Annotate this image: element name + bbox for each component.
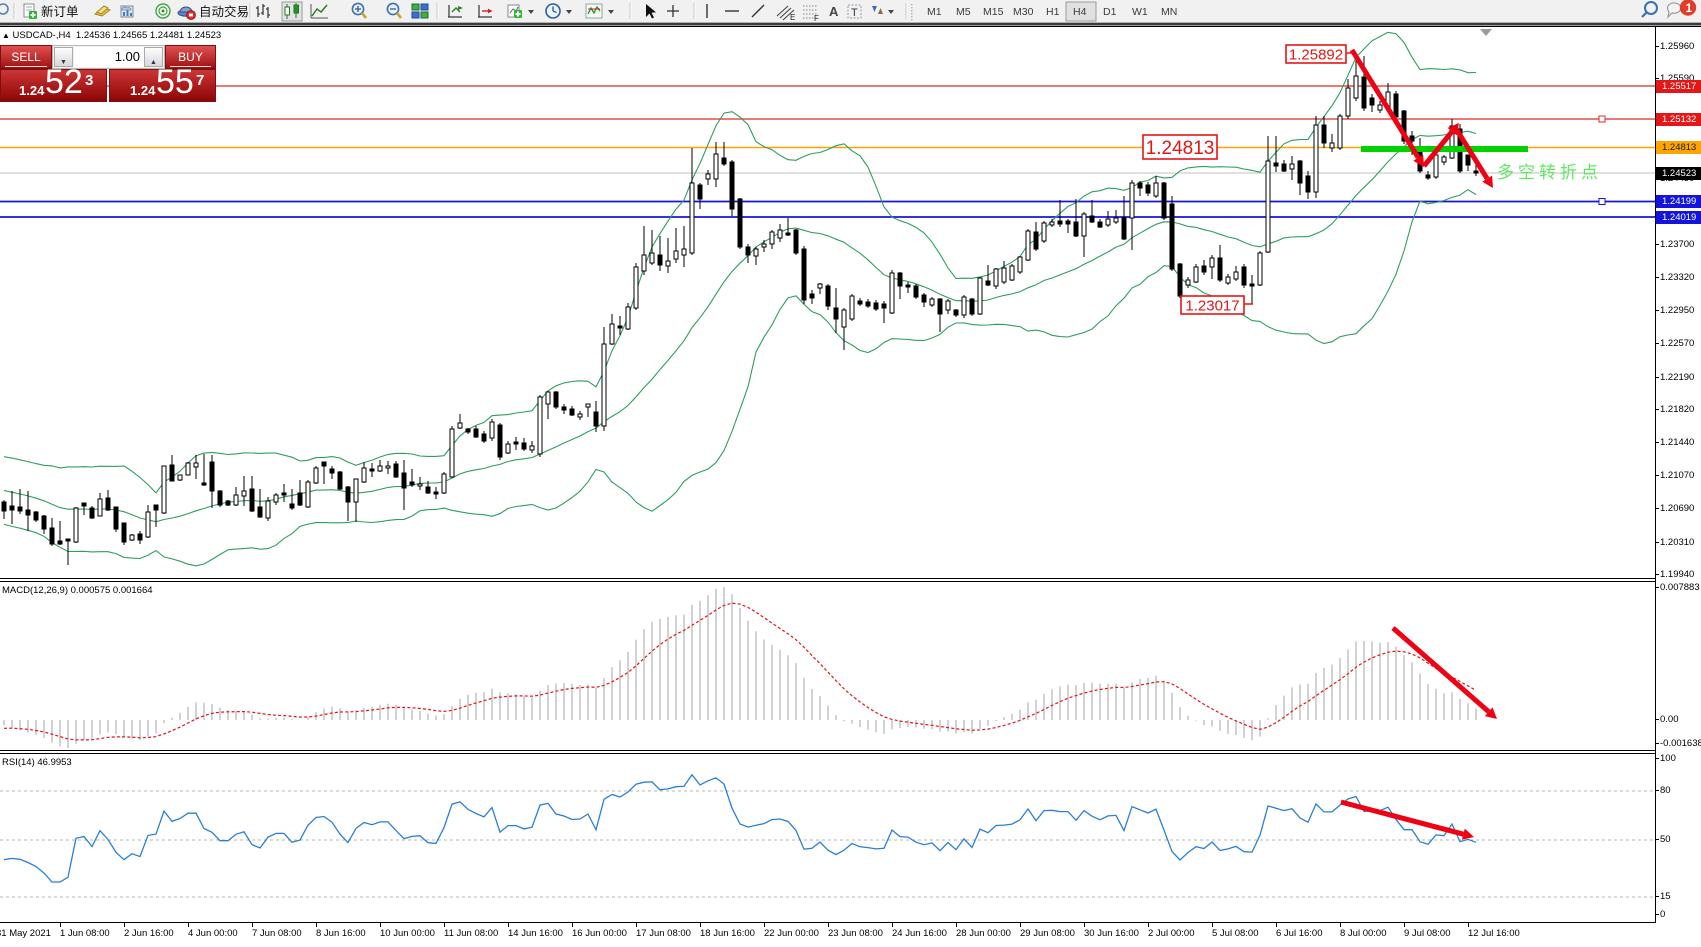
svg-text:W1: W1 — [1132, 6, 1148, 18]
svg-text:D1: D1 — [1103, 6, 1117, 18]
svg-text:A: A — [829, 4, 839, 19]
svg-text:1.23017: 1.23017 — [1185, 297, 1239, 314]
svg-text:新订单: 新订单 — [41, 4, 79, 19]
svg-text:自动交易: 自动交易 — [199, 4, 249, 19]
svg-text:1: 1 — [1686, 1, 1693, 15]
svg-text:多空转折点: 多空转折点 — [1497, 163, 1602, 182]
svg-text:E: E — [790, 13, 795, 22]
svg-text:1.25892: 1.25892 — [1289, 46, 1343, 63]
svg-text:M30: M30 — [1013, 6, 1034, 18]
svg-text:H4: H4 — [1073, 6, 1087, 18]
svg-text:M1: M1 — [927, 6, 942, 18]
svg-text:M5: M5 — [956, 6, 971, 18]
svg-text:H1: H1 — [1046, 6, 1060, 18]
svg-text:1.24813: 1.24813 — [1146, 138, 1215, 159]
svg-text:F: F — [814, 14, 819, 23]
svg-text:M15: M15 — [983, 6, 1004, 18]
svg-text:T: T — [851, 7, 858, 19]
svg-text:MN: MN — [1161, 6, 1177, 18]
